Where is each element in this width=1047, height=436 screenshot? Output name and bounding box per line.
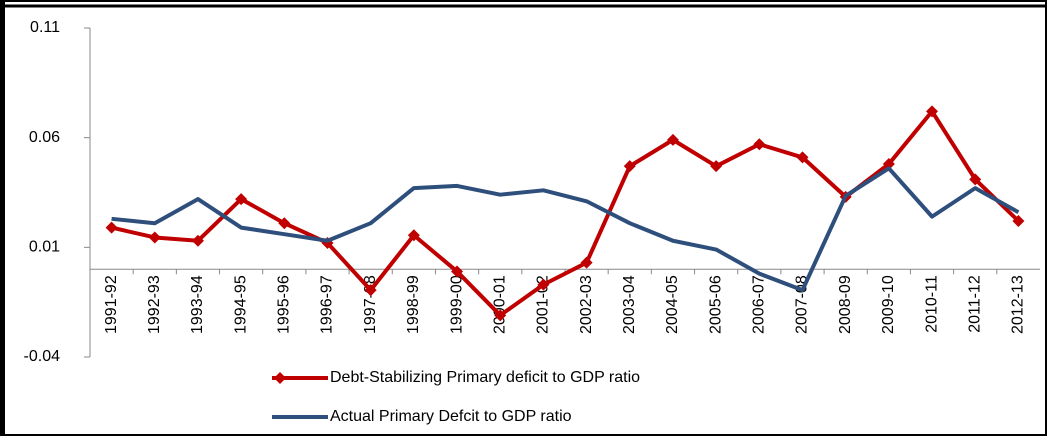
legend-marker [274, 372, 286, 384]
point-marker [494, 309, 507, 322]
x-tick-label: 2007-08 [794, 275, 811, 334]
x-tick-label: 2009-10 [880, 275, 897, 334]
x-tick-label: 1993-94 [189, 275, 206, 334]
point-marker [710, 160, 723, 173]
point-marker [407, 229, 420, 242]
x-tick-label: 2004-05 [664, 275, 681, 334]
legend-label: Actual Primary Defcit to GDP ratio [330, 408, 572, 425]
point-marker [926, 105, 939, 118]
point-marker [364, 284, 377, 297]
x-tick-label: 1994-95 [232, 275, 249, 334]
x-tick-label: 2003-04 [621, 275, 638, 334]
point-marker [191, 234, 204, 247]
point-marker [580, 256, 593, 269]
x-tick-label: 1992-93 [146, 275, 163, 334]
point-marker [537, 278, 550, 291]
legend-label: Debt-Stabilizing Primary deficit to GDP … [330, 369, 640, 386]
point-marker [148, 231, 161, 244]
point-marker [235, 193, 248, 206]
point-marker [666, 133, 679, 146]
y-tick-label: 0.06 [29, 129, 60, 146]
x-tick-label: 2010-11 [923, 275, 940, 333]
point-marker [451, 265, 464, 278]
x-tick-label: 1991-92 [103, 275, 120, 334]
point-marker [882, 157, 895, 170]
point-marker [969, 173, 982, 186]
x-tick-label: 2002-03 [578, 275, 595, 334]
x-tick-label: 2011-12 [966, 275, 983, 333]
x-tick-label: 1998-99 [405, 275, 422, 334]
point-marker [1012, 215, 1025, 228]
x-tick-label: 1996-97 [319, 275, 336, 334]
x-tick-label: 2005-06 [707, 275, 724, 334]
x-tick-label: 2012-13 [1010, 275, 1027, 334]
x-tick-label: 2008-09 [837, 275, 854, 334]
y-tick-label: 0.11 [30, 19, 60, 36]
point-marker [278, 217, 291, 230]
x-tick-label: 2006-07 [751, 275, 768, 334]
series-line [111, 166, 1020, 293]
point-marker [796, 151, 809, 164]
x-tick-label: 1995-96 [276, 275, 293, 334]
x-tick-label: 1999-00 [448, 275, 465, 334]
point-marker [623, 160, 636, 173]
y-tick-label: 0.01 [29, 239, 60, 256]
y-tick-label: -0.04 [24, 348, 61, 365]
point-marker [105, 221, 118, 234]
x-tick-label: 2000-01 [491, 275, 508, 334]
point-marker [753, 138, 766, 151]
